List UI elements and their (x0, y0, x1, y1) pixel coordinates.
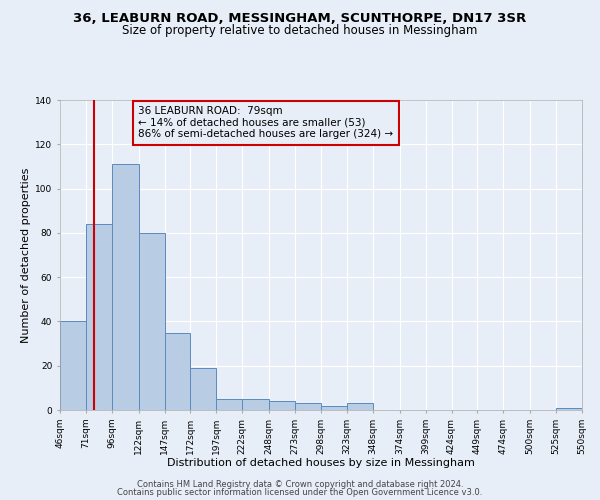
Bar (269, 401, 295, 410)
Bar (321, 406, 347, 410)
Bar (295, 404, 321, 410)
X-axis label: Distribution of detached houses by size in Messingham: Distribution of detached houses by size … (167, 458, 475, 468)
Bar (164, 332, 190, 410)
Y-axis label: Number of detached properties: Number of detached properties (21, 168, 31, 342)
Text: 36, LEABURN ROAD, MESSINGHAM, SCUNTHORPE, DN17 3SR: 36, LEABURN ROAD, MESSINGHAM, SCUNTHORPE… (73, 12, 527, 26)
Text: Size of property relative to detached houses in Messingham: Size of property relative to detached ho… (122, 24, 478, 37)
Bar (112, 164, 139, 410)
Bar (86, 224, 112, 410)
Bar (347, 404, 373, 410)
Bar (190, 368, 217, 410)
Bar (217, 399, 242, 410)
Text: 36 LEABURN ROAD:  79sqm
← 14% of detached houses are smaller (53)
86% of semi-de: 36 LEABURN ROAD: 79sqm ← 14% of detached… (139, 106, 394, 140)
Bar (60, 322, 86, 410)
Bar (556, 408, 582, 410)
Text: Contains HM Land Registry data © Crown copyright and database right 2024.: Contains HM Land Registry data © Crown c… (137, 480, 463, 489)
Text: Contains public sector information licensed under the Open Government Licence v3: Contains public sector information licen… (118, 488, 482, 497)
Bar (139, 233, 164, 410)
Bar (242, 399, 269, 410)
